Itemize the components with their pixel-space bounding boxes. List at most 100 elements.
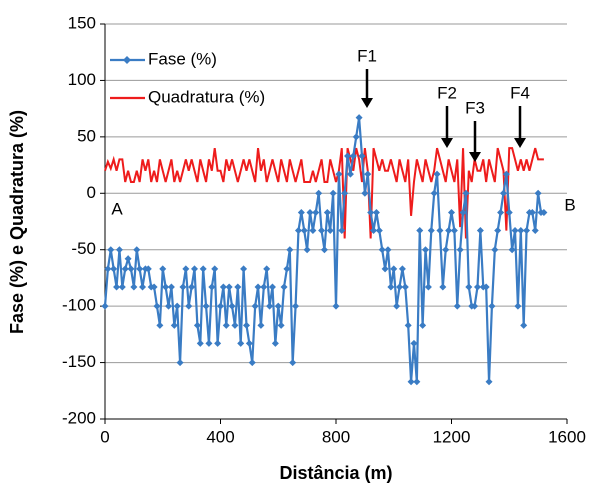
data-point [511,227,519,235]
legend-label: Fase (%) [148,49,217,68]
data-point [297,208,305,216]
data-point [274,302,282,310]
data-point [182,265,190,273]
data-point [453,302,461,310]
annotation: F3 [465,98,485,117]
data-point [436,227,444,235]
data-point [398,265,406,273]
data-point [240,265,248,273]
data-point [104,265,112,273]
data-point [491,246,499,254]
data-point [156,321,164,329]
data-point [361,189,369,197]
data-point [329,189,337,197]
data-point [471,302,479,310]
data-point [401,283,409,291]
data-point [488,302,496,310]
annotation: A [111,199,123,218]
data-point [248,359,256,367]
arrow-head [514,138,526,148]
annotation: F1 [357,46,377,65]
data-point [502,170,510,178]
data-point [208,283,216,291]
data-point [367,208,375,216]
x-tick-label: 800 [322,427,350,446]
data-point [393,302,401,310]
data-point [127,265,135,273]
x-tick-label: 1600 [548,427,586,446]
data-point [242,321,250,329]
data-point [422,246,430,254]
data-point [268,283,276,291]
data-point [191,265,199,273]
data-point [211,265,219,273]
annotation: F2 [437,83,457,102]
data-point [101,302,109,310]
data-point [352,133,360,141]
data-point [179,283,187,291]
data-point [364,170,372,178]
y-tick-label: 0 [87,183,96,202]
series-line [104,147,544,239]
data-point [534,189,542,197]
data-point [214,339,222,347]
data-point [144,265,152,273]
data-point [396,283,404,291]
data-point [390,265,398,273]
data-point [485,378,493,386]
data-point [159,265,167,273]
data-point [384,246,392,254]
data-point [424,283,432,291]
data-point [517,227,525,235]
data-point [303,246,311,254]
data-point [341,189,349,197]
data-point [344,152,352,160]
data-point [523,227,531,235]
data-point [150,283,158,291]
data-point [188,283,196,291]
data-point [419,321,427,329]
data-point [113,283,121,291]
data-point [459,208,467,216]
y-tick-label: 150 [68,13,96,32]
y-tick-label: 50 [77,126,96,145]
data-point [482,283,490,291]
data-point [292,302,300,310]
data-point [124,255,132,263]
data-point [462,189,470,197]
data-point [306,208,314,216]
data-point [378,246,386,254]
arrow-head [361,98,373,108]
y-tick-label: 100 [68,70,96,89]
data-point [231,321,239,329]
data-point [355,114,363,122]
data-point [110,265,118,273]
data-point [387,283,395,291]
data-point [234,283,242,291]
y-axis-label: Fase (%) e Quadratura (%) [7,110,27,334]
data-point [165,302,173,310]
data-point [115,246,123,254]
data-point [520,321,528,329]
data-point [139,283,147,291]
data-point [280,283,288,291]
data-point [465,283,473,291]
data-point [289,359,297,367]
annotation: B [564,195,575,214]
data-point [476,227,484,235]
data-point [228,302,236,310]
data-point [219,283,227,291]
data-point [404,321,412,329]
data-point [358,152,366,160]
data-point [442,246,450,254]
data-point [433,170,441,178]
x-tick-label: 400 [206,427,234,446]
data-point [407,378,415,386]
data-point [107,246,115,254]
data-point [375,227,383,235]
data-point [531,227,539,235]
data-point [335,170,343,178]
y-tick-label: -100 [62,296,96,315]
data-point [540,208,548,216]
